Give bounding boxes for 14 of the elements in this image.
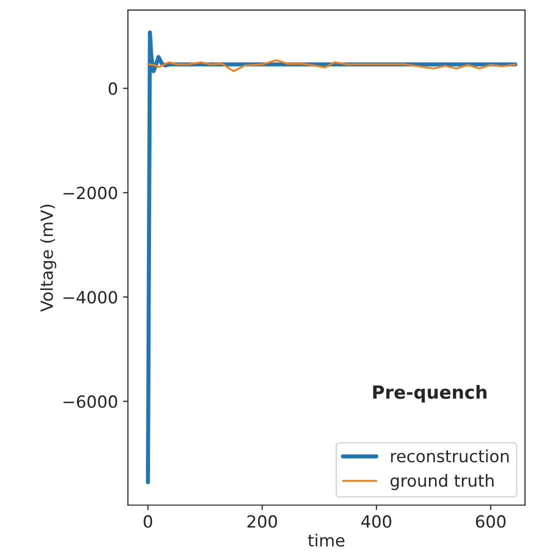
x-tick-label: 600 <box>476 515 506 528</box>
line-series <box>147 59 516 72</box>
legend-label: ground truth <box>390 474 494 490</box>
y-tick-label: 0 <box>108 82 118 95</box>
x-tick-label: 400 <box>361 515 392 528</box>
x-tick-label: 0 <box>144 515 152 528</box>
y-tick-label: −4000 <box>64 290 118 304</box>
x-tick-label: 200 <box>248 515 277 528</box>
y-axis-title: Voltage (mV) <box>40 204 56 312</box>
y-tick-label: −2000 <box>64 186 118 200</box>
annotation: Pre-quench <box>373 384 486 402</box>
legend-label: reconstruction <box>391 450 509 462</box>
y-tick-label: −6000 <box>64 395 118 408</box>
x-axis-title: time <box>308 534 344 547</box>
